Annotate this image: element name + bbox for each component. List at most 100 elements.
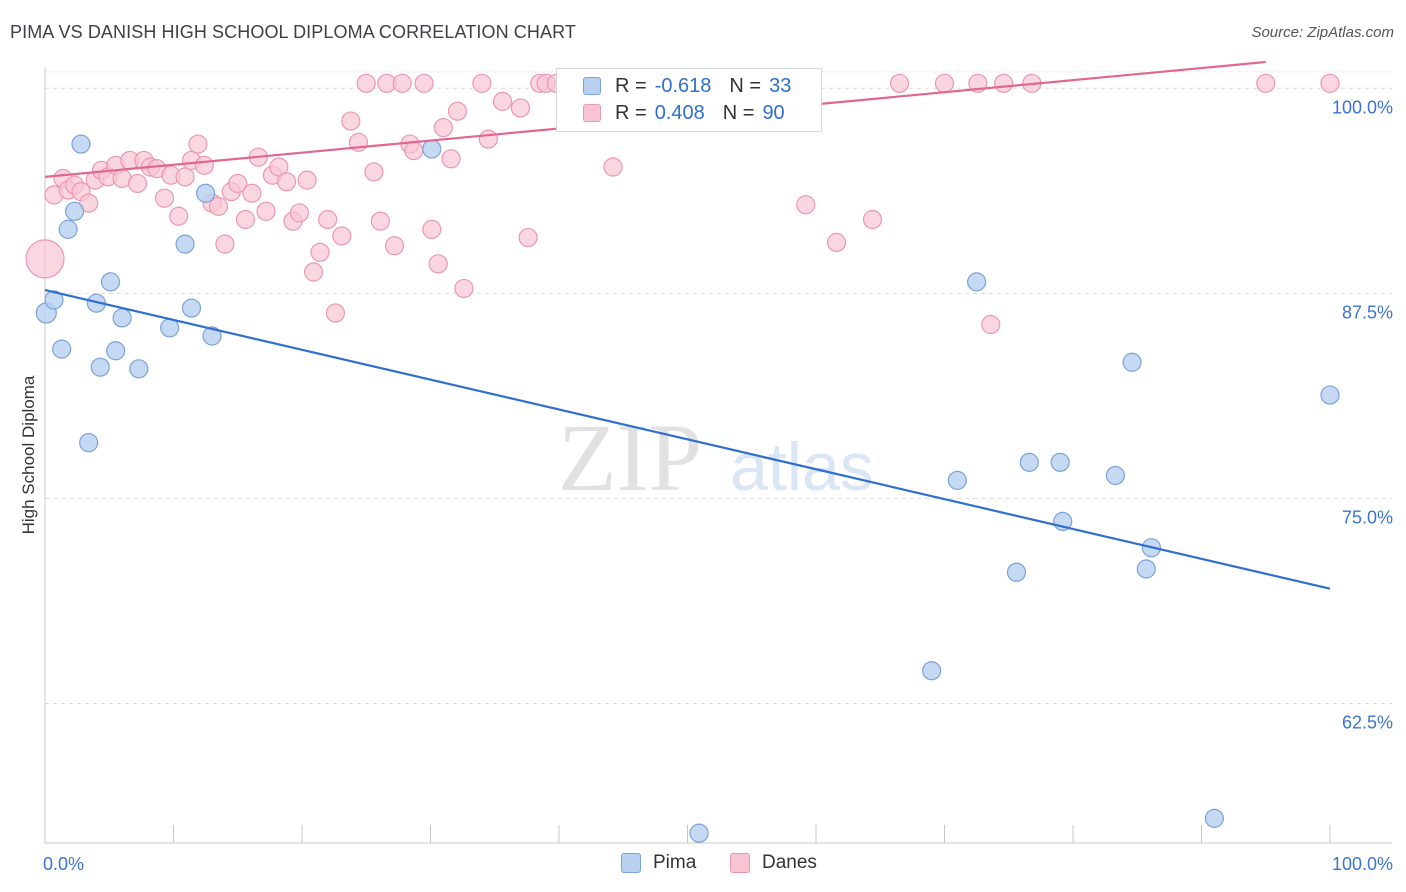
pima-point <box>112 308 132 328</box>
r-value: 0.408 <box>654 101 705 124</box>
danes-point <box>384 236 405 256</box>
pima-point <box>1006 562 1027 582</box>
pima-point <box>90 357 110 377</box>
legend-row-pima: R = -0.618 N = 33 <box>583 73 809 99</box>
pima-series <box>35 73 1340 843</box>
danes-point <box>433 118 453 138</box>
danes-point <box>318 209 338 230</box>
danes-point <box>981 314 1001 335</box>
danes-point <box>826 232 847 253</box>
danes-legend-label: Danes <box>762 852 817 873</box>
y-tick-label: 100.0% <box>1332 97 1393 117</box>
danes-point <box>889 73 910 93</box>
danes-point <box>208 196 229 216</box>
danes-point <box>341 111 361 131</box>
pima-legend-swatch <box>621 853 641 873</box>
source-label: Source: ZipAtlas.com <box>1251 24 1394 41</box>
danes-point <box>862 209 883 230</box>
watermark-zip: ZIP <box>558 404 702 511</box>
danes-point <box>175 167 195 187</box>
pima-trend-line <box>44 288 1331 590</box>
danes-point <box>1320 73 1340 93</box>
pima-point <box>44 290 64 310</box>
danes-point <box>796 195 816 215</box>
correlation-legend: R = -0.618 N = 33 R = 0.408 N = 90 <box>556 68 822 132</box>
danes-point <box>404 141 424 161</box>
danes-point <box>492 91 513 111</box>
pima-point <box>181 298 202 318</box>
pima-legend-label: Pima <box>653 852 697 873</box>
danes-point <box>447 101 468 121</box>
danes-point <box>356 73 376 93</box>
pima-point <box>422 139 442 159</box>
r-label: R = <box>615 74 647 97</box>
y-tick-label: 87.5% <box>1342 302 1393 322</box>
danes-point <box>422 219 442 239</box>
danes-point <box>428 254 448 274</box>
pima-point <box>196 183 216 203</box>
danes-point <box>414 73 434 93</box>
danes-point <box>215 234 235 254</box>
n-label: N = <box>722 101 755 124</box>
danes-point <box>472 73 492 93</box>
y-tick-label: 75.0% <box>1342 507 1393 527</box>
danes-point <box>25 239 65 279</box>
danes-point <box>256 201 276 221</box>
pima-point <box>100 272 121 292</box>
pima-point <box>202 326 222 346</box>
danes-point <box>276 172 297 192</box>
pima-point <box>967 272 987 292</box>
n-value: 90 <box>762 101 785 124</box>
x-tick-label: 0.0% <box>43 854 84 874</box>
pima-point <box>175 234 195 254</box>
danes-point <box>127 173 148 194</box>
legend-item-danes: Danes <box>730 852 817 874</box>
danes-point <box>269 157 289 177</box>
gridlines <box>45 71 1392 705</box>
danes-point <box>228 173 248 194</box>
danes-point <box>325 303 346 323</box>
danes-point <box>303 262 324 282</box>
danes-point <box>603 157 623 177</box>
danes-point <box>1256 73 1276 93</box>
pima-point <box>1136 559 1156 579</box>
pima-point <box>1204 808 1224 828</box>
n-label: N = <box>729 74 762 97</box>
pima-point <box>52 339 72 359</box>
y-tick-label: 62.5% <box>1342 713 1393 733</box>
danes-point <box>310 242 330 262</box>
danes-point <box>478 129 498 149</box>
pima-point <box>58 219 78 239</box>
pima-point <box>64 201 85 221</box>
danes-point <box>169 206 189 226</box>
pima-point <box>129 359 149 379</box>
pima-point <box>922 661 942 681</box>
danes-point <box>79 193 99 213</box>
x-tick-label: 100.0% <box>1332 854 1393 874</box>
pima-point <box>947 470 967 490</box>
pima-point <box>1105 465 1126 486</box>
pima-point <box>1122 352 1142 372</box>
danes-point <box>235 209 256 230</box>
legend-item-pima: Pima <box>621 852 696 874</box>
tick-labels: 62.5% 75.0% 87.5% 100.0% 0.0% 100.0% <box>43 97 1393 874</box>
pima-point <box>1050 452 1070 472</box>
danes-point <box>188 134 208 154</box>
danes-point <box>297 170 317 190</box>
danes-point <box>242 183 262 203</box>
legend-row-danes: R = 0.408 N = 90 <box>583 100 803 126</box>
danes-point <box>154 188 175 208</box>
danes-point <box>289 203 310 223</box>
danes-point <box>194 155 214 175</box>
danes-point <box>518 227 538 248</box>
danes-point <box>994 73 1014 93</box>
danes-point <box>370 211 390 231</box>
danes-point <box>934 73 955 93</box>
r-value: -0.618 <box>654 74 712 97</box>
n-value: 33 <box>769 74 792 97</box>
pima-swatch <box>583 77 601 95</box>
danes-point <box>392 73 412 93</box>
danes-point <box>441 149 461 169</box>
pima-point <box>71 134 91 154</box>
